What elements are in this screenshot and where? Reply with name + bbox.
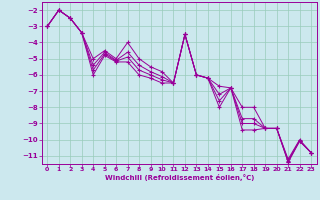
X-axis label: Windchill (Refroidissement éolien,°C): Windchill (Refroidissement éolien,°C): [105, 174, 254, 181]
